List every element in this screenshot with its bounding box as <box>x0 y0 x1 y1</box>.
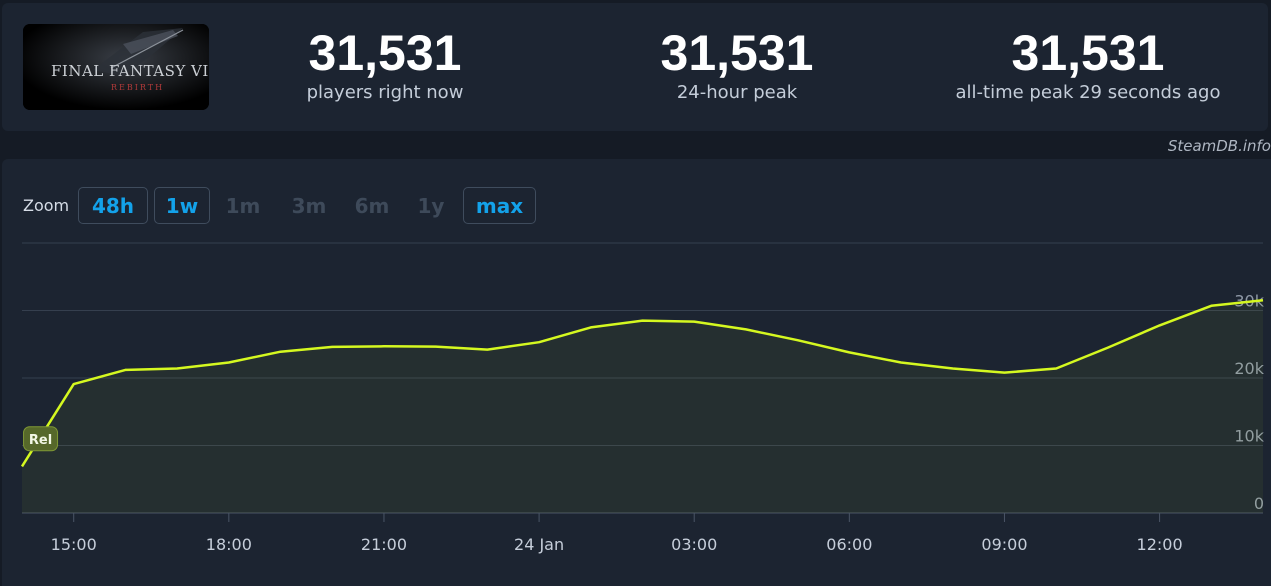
x-tick-label: 21:00 <box>361 535 407 554</box>
y-tick-label: 10k <box>1234 427 1264 446</box>
stat-value: 31,531 <box>308 25 462 81</box>
zoom-max-button[interactable]: max <box>463 187 536 224</box>
x-tick-label: 03:00 <box>671 535 717 554</box>
stat-24h-peak: 31,531 24-hour peak <box>637 24 837 104</box>
stat-label: all-time peak 29 seconds ago <box>955 82 1221 103</box>
steamdb-credit[interactable]: SteamDB.info <box>1167 137 1271 155</box>
y-tick-label: 20k <box>1234 359 1264 378</box>
release-marker <box>23 426 59 452</box>
series-line <box>20 298 1264 468</box>
stats-bar <box>2 3 1268 131</box>
game-logo[interactable]: FINAL FANTASY VII REBIRTH <box>23 24 209 110</box>
x-tick-label: 18:00 <box>206 535 252 554</box>
series-area <box>22 300 1263 513</box>
stat-players-now: 31,531 players right now <box>285 24 485 104</box>
x-tick-label: 12:00 <box>1137 535 1183 554</box>
zoom-3m-button[interactable]: 3m <box>291 194 327 218</box>
stat-value: 31,531 <box>660 25 814 81</box>
stat-label: players right now <box>306 82 464 103</box>
zoom-1y-button[interactable]: 1y <box>417 194 445 218</box>
release-marker-label: Rel <box>29 433 52 448</box>
zoom-label: Zoom <box>23 196 70 215</box>
x-tick-label: 24 Jan <box>514 535 564 554</box>
zoom-6m-button[interactable]: 6m <box>354 194 390 218</box>
x-tick-label: 09:00 <box>981 535 1027 554</box>
stat-all-time-peak: 31,531 all-time peak 29 seconds ago <box>938 24 1238 104</box>
logo-title: FINAL FANTASY VII <box>51 62 209 80</box>
y-tick-label: 0 <box>1254 494 1264 513</box>
stat-label: 24-hour peak <box>676 82 798 103</box>
zoom-1m-button[interactable]: 1m <box>225 194 261 218</box>
zoom-48h-button[interactable]: 48h <box>78 187 148 224</box>
zoom-1w-button[interactable]: 1w <box>154 187 210 224</box>
x-tick-label: 06:00 <box>826 535 872 554</box>
stat-value: 31,531 <box>1011 25 1165 81</box>
x-tick-label: 15:00 <box>51 535 97 554</box>
logo-subtitle: REBIRTH <box>111 83 164 92</box>
chart-panel <box>2 159 1271 586</box>
logo-art: FINAL FANTASY VII REBIRTH <box>23 24 209 110</box>
